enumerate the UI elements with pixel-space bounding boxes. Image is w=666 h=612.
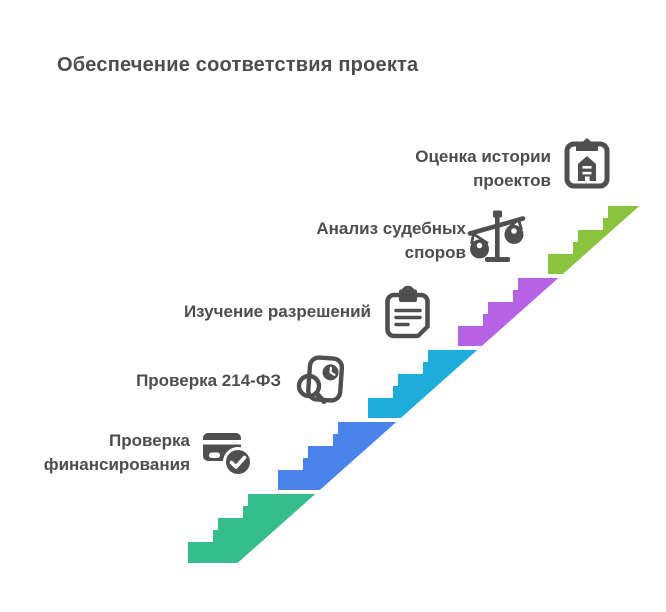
- document-search-icon: [290, 349, 344, 409]
- step-label-5: Оценка истории проектов: [415, 145, 551, 192]
- clipboard-lock-icon: [384, 284, 432, 340]
- stair-segment-3: [366, 348, 481, 420]
- scales-icon: [464, 207, 530, 271]
- stair-segment-4: [456, 276, 562, 348]
- step-label-4-line-2: споров: [404, 242, 466, 262]
- step-label-5-line-1: Оценка истории: [415, 147, 551, 166]
- page-title: Обеспечение соответствия проекта: [57, 54, 419, 76]
- stair-segment-1: [186, 492, 319, 565]
- step-label-3-line-1: Изучение разрешений: [183, 302, 371, 321]
- step-label-3: Изучение разрешений: [184, 300, 371, 324]
- stair-segment-2: [276, 420, 400, 492]
- step-label-4-line-1: Анализ судебных: [316, 219, 466, 238]
- step-label-2-line-1: Проверка 214-ФЗ: [136, 371, 281, 390]
- step-label-1-line-1: Проверка: [108, 431, 190, 450]
- clipboard-building-icon: [560, 134, 616, 194]
- step-label-1-line-2: финансирования: [43, 454, 190, 474]
- step-label-1: Проверка финансирования: [44, 429, 190, 476]
- stair-segment-5: [546, 204, 643, 276]
- step-label-5-line-2: проектов: [473, 170, 551, 190]
- step-label-4: Анализ судебных споров: [316, 217, 466, 264]
- card-check-icon: [197, 427, 253, 481]
- step-label-2: Проверка 214-ФЗ: [136, 369, 281, 393]
